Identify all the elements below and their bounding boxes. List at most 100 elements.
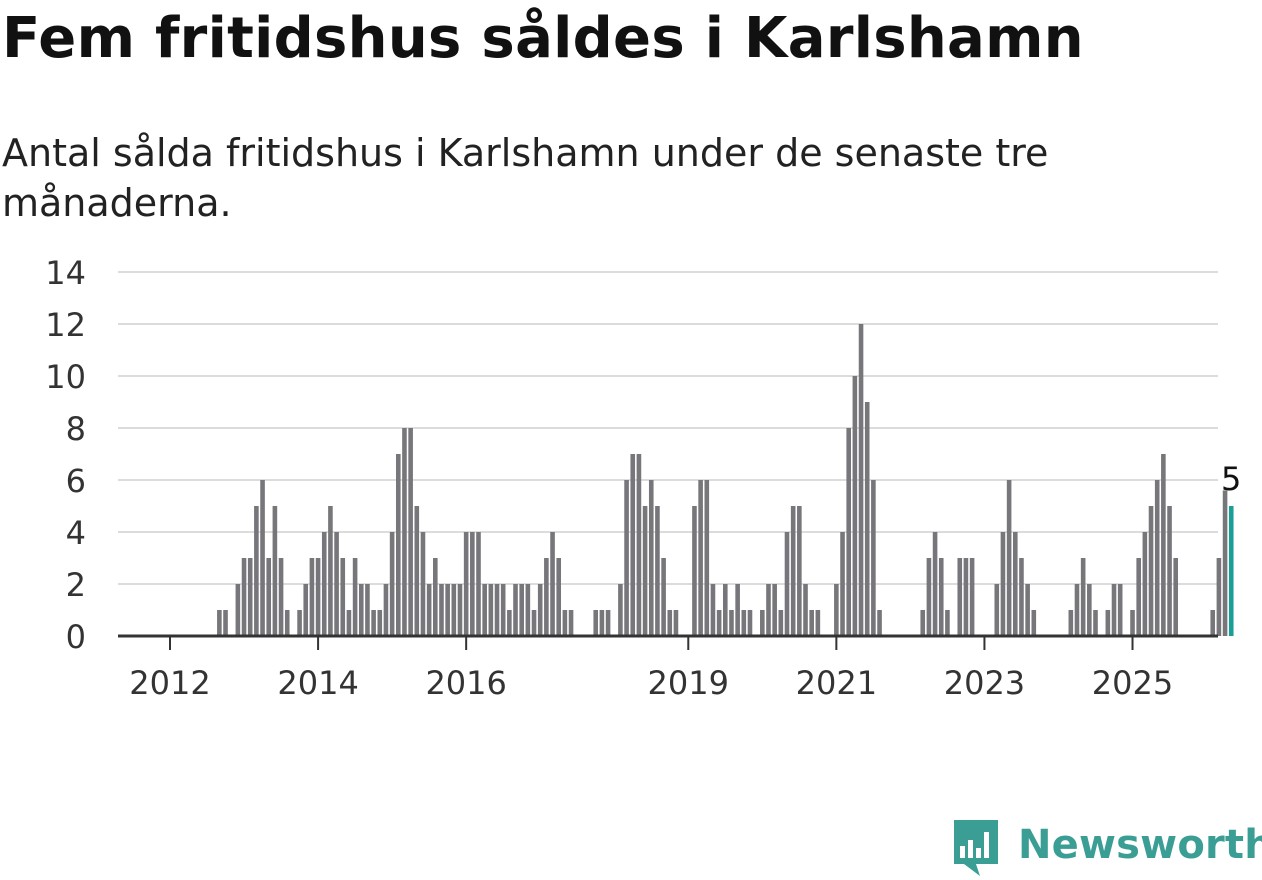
bar <box>1105 610 1111 636</box>
x-tick-label: 2021 <box>796 664 877 702</box>
bar <box>445 584 450 636</box>
bar <box>926 558 932 636</box>
bar <box>1068 610 1074 636</box>
bar <box>1142 532 1148 636</box>
bar <box>630 454 636 636</box>
bar <box>698 480 703 636</box>
bar <box>519 584 524 636</box>
bar <box>260 480 265 636</box>
bar <box>1019 558 1024 636</box>
bar <box>463 532 469 636</box>
x-tick-label: 2023 <box>944 664 1025 702</box>
y-tick-label: 12 <box>45 306 86 344</box>
bar <box>871 480 876 636</box>
bar <box>624 480 629 636</box>
bar <box>470 532 475 636</box>
bar <box>544 558 549 636</box>
bar <box>797 506 802 636</box>
highlight-value-label: 5 <box>1221 460 1241 498</box>
bar <box>834 584 839 636</box>
bar <box>636 454 642 636</box>
bar <box>272 506 278 636</box>
bar <box>1012 532 1018 636</box>
bar <box>371 610 376 636</box>
bar <box>815 610 821 636</box>
bar <box>692 506 697 636</box>
x-tick-label: 2012 <box>129 664 210 702</box>
bar <box>562 610 568 636</box>
y-tick-label: 0 <box>66 618 86 656</box>
bar <box>809 610 814 636</box>
bar <box>334 532 339 636</box>
bar <box>217 610 222 636</box>
chart-title: Fem fritidshus såldes i Karlshamn <box>2 6 1084 71</box>
bar <box>254 506 259 636</box>
bar <box>673 610 679 636</box>
bar <box>618 584 623 636</box>
bar <box>1161 454 1166 636</box>
bar <box>284 610 290 636</box>
bar <box>864 402 870 636</box>
y-tick-label: 4 <box>66 514 86 552</box>
y-tick-label: 10 <box>45 358 86 396</box>
bar <box>266 558 272 636</box>
bar <box>1216 558 1222 636</box>
bar <box>969 558 975 636</box>
bar <box>278 558 284 636</box>
bar <box>1130 610 1135 636</box>
bar <box>599 610 605 636</box>
bar <box>451 584 457 636</box>
bar <box>500 584 506 636</box>
y-tick-label: 14 <box>45 254 86 292</box>
bar <box>593 610 599 636</box>
bar <box>556 558 562 636</box>
bar <box>223 610 228 636</box>
bar <box>778 610 784 636</box>
bar <box>840 532 845 636</box>
bar <box>315 558 321 636</box>
x-axis-tick-labels: 2012 2014 2016 2019 2021 2023 2025 <box>129 636 1173 702</box>
bar <box>494 584 500 636</box>
bar <box>729 610 734 636</box>
bar <box>1222 490 1228 636</box>
bar <box>482 584 487 636</box>
bar <box>1111 584 1117 636</box>
bar <box>414 506 420 636</box>
bar <box>568 610 574 636</box>
newsworthy-logo-icon <box>954 820 998 876</box>
bar <box>1148 506 1154 636</box>
bar <box>877 610 882 636</box>
bar <box>766 584 771 636</box>
bar <box>395 454 401 636</box>
bar <box>642 506 648 636</box>
bar <box>605 610 611 636</box>
bar <box>655 506 660 636</box>
bar <box>247 558 253 636</box>
bar <box>1136 558 1141 636</box>
bar <box>648 480 654 636</box>
bar <box>488 584 494 636</box>
y-axis-tick-labels: 0 2 4 6 8 10 12 14 <box>45 254 86 656</box>
x-tick-label: 2019 <box>648 664 729 702</box>
bar <box>537 584 543 636</box>
bar <box>1000 532 1006 636</box>
bar <box>433 558 438 636</box>
bar <box>507 610 512 636</box>
bars <box>217 324 1234 636</box>
bar <box>747 610 753 636</box>
bar <box>408 428 413 636</box>
bar <box>439 584 444 636</box>
chart-subtitle: Antal sålda fritidshus i Karlshamn under… <box>2 131 1049 225</box>
bar <box>389 532 395 636</box>
bar <box>1025 584 1030 636</box>
bar <box>525 584 531 636</box>
bar <box>852 376 858 636</box>
annotations: 5 <box>1221 460 1241 498</box>
bar <box>476 532 481 636</box>
bar <box>321 532 327 636</box>
bar <box>241 558 247 636</box>
y-tick-label: 8 <box>66 410 86 448</box>
bar <box>365 584 370 636</box>
bar <box>710 584 716 636</box>
